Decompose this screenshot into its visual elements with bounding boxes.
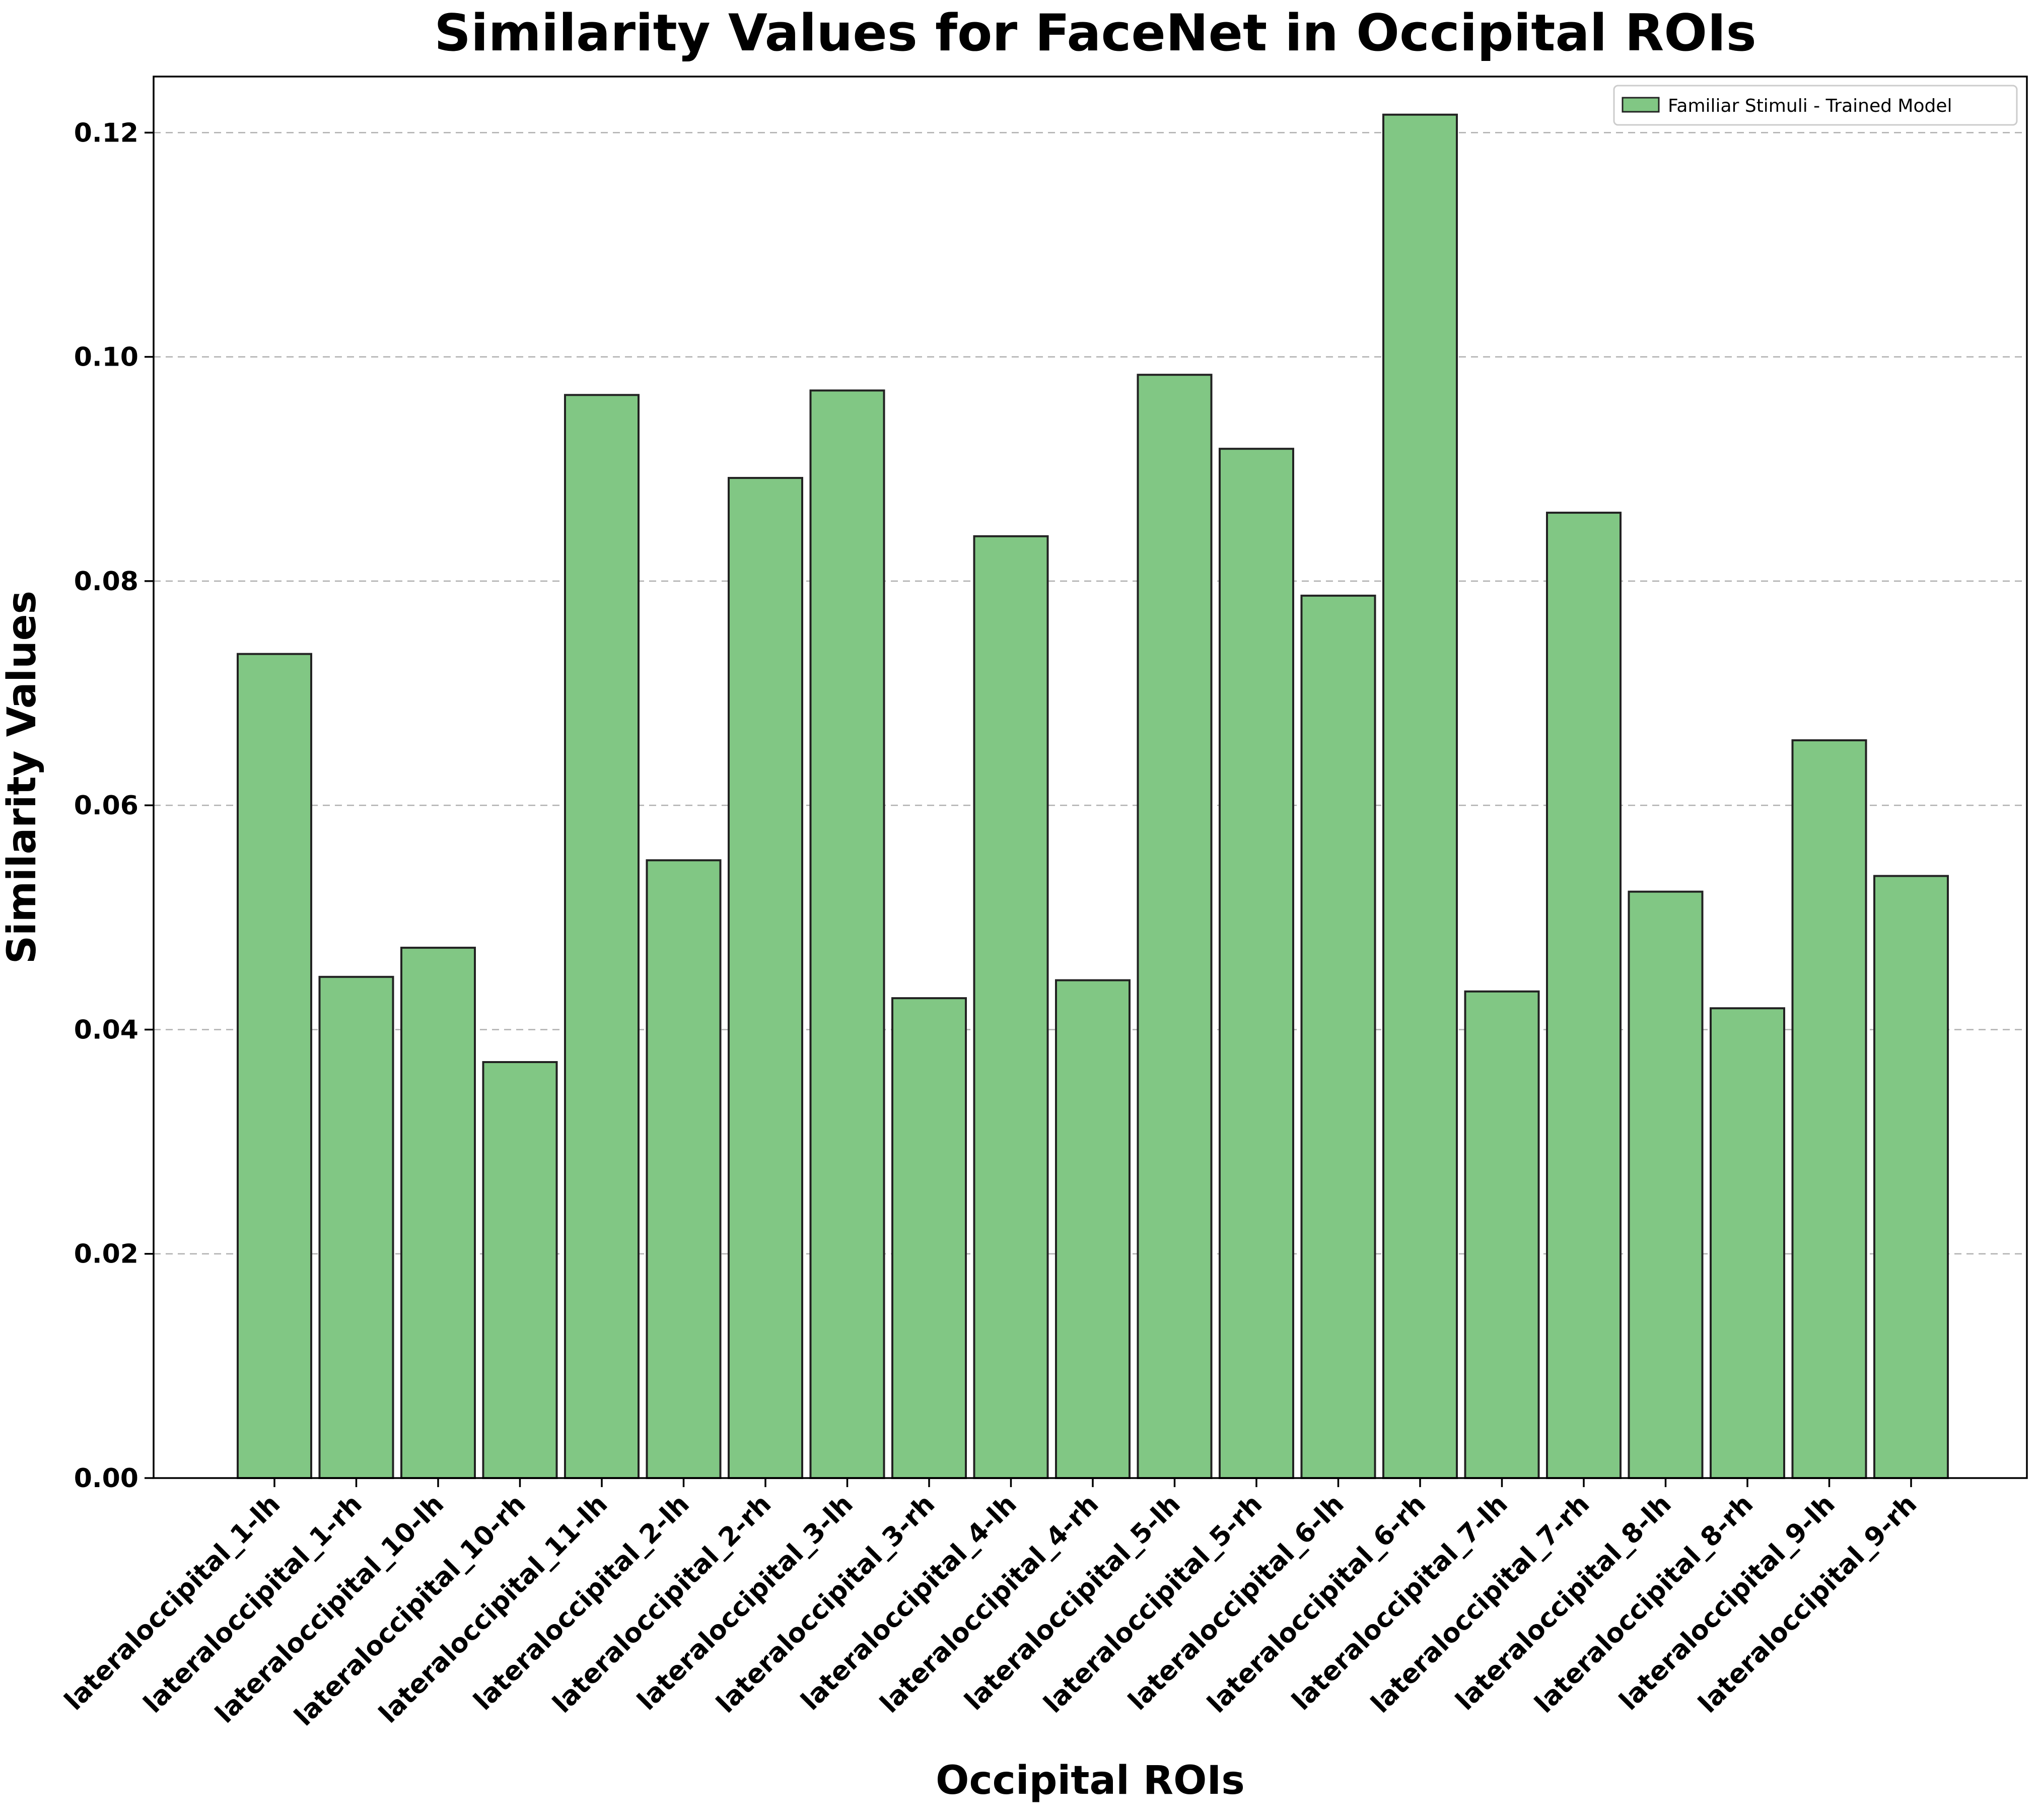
legend-box (1613, 85, 2018, 126)
bar-lateraloccipital_4-lh (973, 535, 1049, 1479)
bar-lateraloccipital_4-rh (1055, 979, 1131, 1479)
bar-lateraloccipital_7-rh (1546, 512, 1622, 1479)
y-tick-label: 0.12 (74, 118, 138, 148)
bar-lateraloccipital_5-lh (1137, 374, 1213, 1479)
bar-lateraloccipital_8-rh (1710, 1007, 1785, 1479)
bar-lateraloccipital_2-rh (728, 477, 803, 1480)
y-tick-label: 0.00 (74, 1463, 138, 1494)
bar-lateraloccipital_9-rh (1873, 875, 1949, 1479)
y-tick-label: 0.06 (74, 791, 138, 821)
bar-lateraloccipital_7-lh (1464, 990, 1540, 1480)
bar-lateraloccipital_10-rh (482, 1061, 558, 1479)
y-tick-label: 0.10 (74, 342, 138, 373)
plot-frame (153, 76, 2028, 1479)
x-axis-ticks: lateraloccipital_1-lhlateraloccipital_1-… (59, 1478, 1923, 1732)
y-tick-label: 0.04 (74, 1015, 138, 1045)
bar-lateraloccipital_1-rh (318, 975, 394, 1479)
bar-lateraloccipital_3-lh (809, 389, 885, 1479)
bar-lateraloccipital_5-rh (1219, 448, 1294, 1479)
legend: Familiar Stimuli - Trained Model (1613, 85, 2018, 126)
bar-lateraloccipital_11-lh (564, 394, 640, 1479)
bar-lateraloccipital_6-lh (1300, 594, 1376, 1479)
y-axis-ticks: 0.00 0.02 0.04 0.06 0.08 0.10 0.12 (74, 118, 154, 1494)
bar-lateraloccipital_2-lh (646, 859, 722, 1479)
bar-lateraloccipital_9-lh (1791, 739, 1867, 1479)
bar-lateraloccipital_8-lh (1628, 890, 1704, 1479)
bar-lateraloccipital_3-rh (891, 997, 967, 1479)
x-axis-label: Occipital ROIs (936, 1758, 1245, 1803)
bar-lateraloccipital_1-lh (237, 653, 312, 1479)
legend-swatch (1622, 97, 1660, 113)
bars (237, 113, 1949, 1480)
y-axis-label: Similarity Values (0, 591, 45, 964)
chart-title: Similarity Values for FaceNet in Occipit… (434, 3, 1756, 62)
legend-entry-label: Familiar Stimuli - Trained Model (1668, 96, 1952, 116)
y-tick-label: 0.08 (74, 567, 138, 597)
bar-lateraloccipital_6-rh (1382, 113, 1458, 1480)
bar-lateraloccipital_10-lh (400, 946, 476, 1479)
y-tick-label: 0.02 (74, 1239, 138, 1270)
